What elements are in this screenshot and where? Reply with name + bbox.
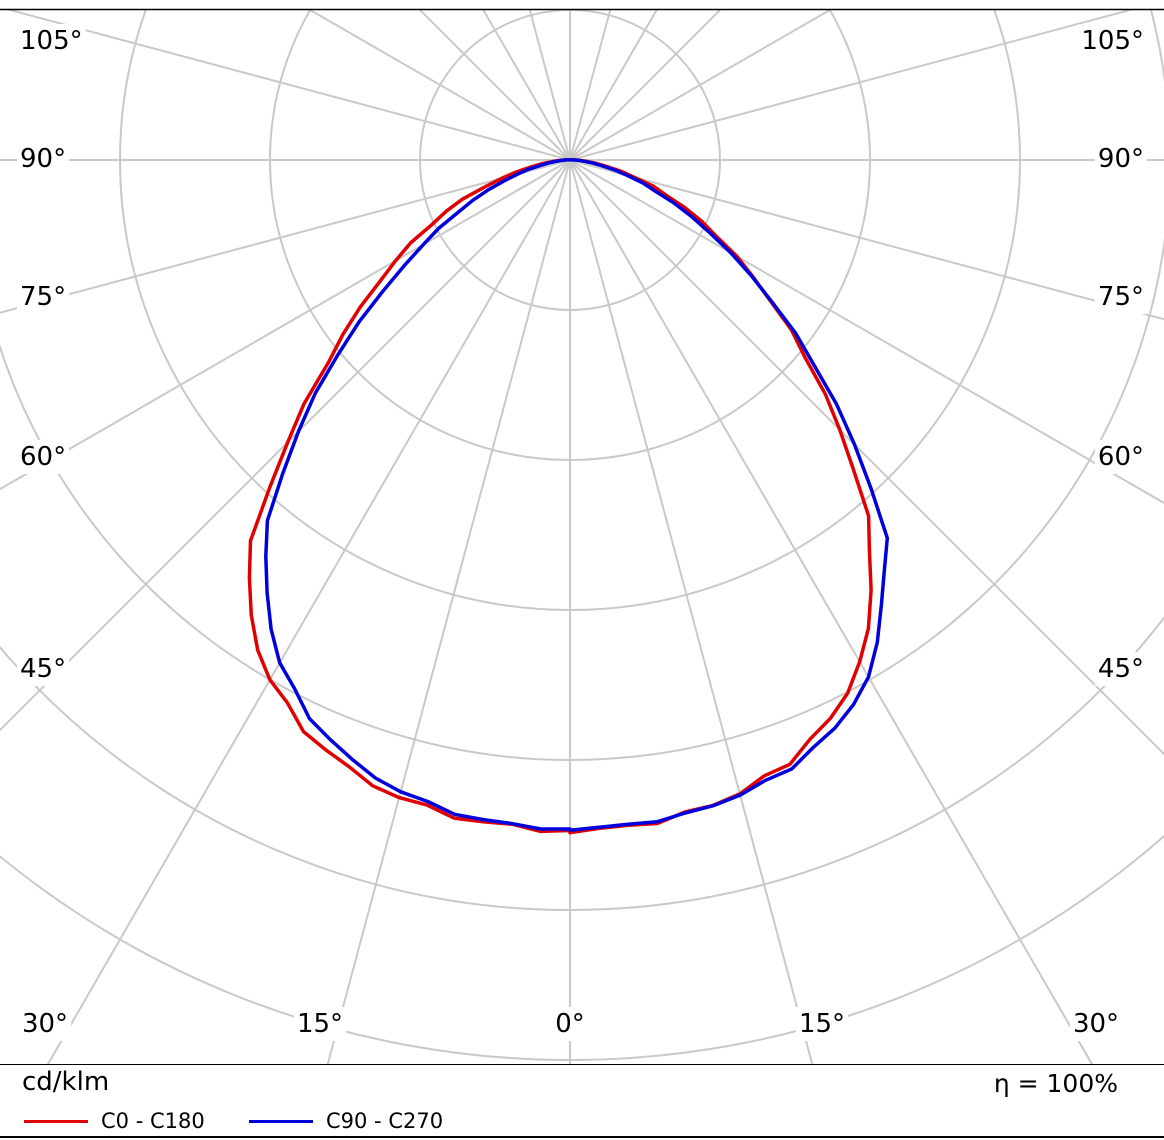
grid-radial-line [569, 159, 814, 1064]
svg-text:45°: 45° [20, 654, 66, 684]
angle-label: 15° [293, 1007, 347, 1041]
grid-ring [419, 10, 721, 311]
svg-text:45°: 45° [1098, 654, 1144, 684]
grid-radial-line [569, 159, 1164, 756]
grid-ring [0, 834, 1164, 1061]
grid-radial-line [0, 159, 571, 491]
legend-label-c90-c270: C90 - C270 [326, 1109, 444, 1133]
angle-label: 105° [17, 24, 86, 58]
curve-c0-c180 [247, 157, 873, 835]
grid-radial-line [569, 159, 1094, 1064]
angle-label: 60° [17, 440, 70, 474]
grid-radial-line [0, 159, 571, 314]
curves-layer [247, 157, 890, 835]
angle-label: 90° [17, 142, 70, 176]
grid-ring [0, 10, 1164, 761]
angle-label: 15° [795, 1007, 849, 1041]
grid-radial-line [569, 10, 1134, 161]
grid-radial-line [46, 159, 571, 1064]
legend-label-c0-c180: C0 - C180 [101, 1109, 205, 1133]
grid-radial-line [569, 10, 832, 161]
polar-chart-canvas: 105° 90° 75° 60° 45° 105° 90° 75° 60° 45° 30° 15° 0°… [0, 8, 1164, 1064]
angle-label: 60° [1094, 440, 1147, 474]
footer-strip: cd/klm η = 100% C0 - C180 C90 - C270 [0, 1064, 1164, 1138]
angle-label: 0° [552, 1007, 588, 1041]
angle-label: 45° [1094, 652, 1147, 686]
svg-text:60°: 60° [1098, 442, 1144, 472]
angle-label: 75° [17, 280, 70, 314]
curve-c90-c270 [264, 158, 890, 833]
grid-radial-line [0, 159, 571, 732]
polar-grid [0, 10, 1164, 1064]
grid-radial-line [569, 10, 722, 161]
angle-label: 75° [1094, 280, 1147, 314]
grid-ring [269, 10, 871, 461]
svg-text:105°: 105° [20, 26, 83, 56]
svg-text:90°: 90° [20, 144, 66, 174]
svg-text:15°: 15° [799, 1009, 845, 1039]
angle-label: 90° [1094, 142, 1147, 176]
angle-label: 105° [1078, 24, 1147, 58]
svg-text:0°: 0° [555, 1009, 585, 1039]
svg-text:15°: 15° [297, 1009, 343, 1039]
grid-ring [0, 616, 1164, 911]
svg-text:90°: 90° [1098, 144, 1144, 174]
angle-label: 45° [17, 652, 70, 686]
svg-text:30°: 30° [22, 1009, 68, 1039]
legend-item-c90-c270: C90 - C270 [249, 1111, 443, 1132]
grid-radial-line [6, 10, 571, 161]
legend-item-c0-c180: C0 - C180 [24, 1111, 205, 1132]
grid-radial-line [418, 10, 571, 161]
svg-text:60°: 60° [20, 442, 66, 472]
grid-ring [119, 10, 1021, 611]
grid-radial-line [326, 159, 571, 1064]
svg-text:30°: 30° [1073, 1009, 1119, 1039]
grid-radial-line [308, 10, 571, 161]
angle-label: 30° [1069, 1007, 1123, 1041]
efficiency-label: η = 100% [993, 1069, 1118, 1098]
legend-line-red-icon [24, 1120, 88, 1123]
angle-label: 30° [18, 1007, 72, 1041]
svg-text:75°: 75° [20, 282, 66, 312]
unit-label: cd/klm [22, 1067, 110, 1097]
legend-line-blue-icon [249, 1120, 313, 1123]
svg-text:75°: 75° [1098, 282, 1144, 312]
svg-text:105°: 105° [1081, 26, 1144, 56]
